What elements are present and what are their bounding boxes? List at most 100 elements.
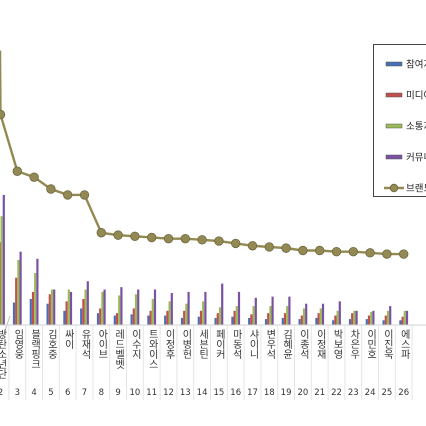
- category-number: 17: [247, 388, 258, 398]
- bar-참여지수-21: [315, 317, 318, 325]
- category-number: 9: [115, 388, 120, 398]
- category-label: 이종석: [297, 329, 309, 360]
- category-label: 샤이니: [247, 329, 259, 360]
- bar-미디어지수-24: [367, 315, 371, 325]
- bar-커뮤니티지수-13: [187, 291, 190, 325]
- legend-swatch: [385, 123, 403, 129]
- bar-커뮤니티지수-12: [170, 293, 173, 325]
- point-브랜드평판지수-2: [0, 109, 6, 120]
- category-number: 22: [331, 388, 342, 398]
- bar-커뮤니티지수-23: [355, 310, 358, 325]
- point-브랜드평판지수-6: [62, 190, 73, 200]
- category-label: 변우석: [264, 329, 276, 360]
- bar-커뮤니티지수-25: [389, 306, 392, 325]
- bar-커뮤니티지수-16: [237, 291, 241, 325]
- bar-커뮤니티지수-3: [19, 251, 22, 325]
- bar-소통지수-26: [403, 310, 406, 325]
- point-브랜드평판지수-4: [29, 172, 39, 182]
- bar-소통지수-11: [151, 298, 154, 325]
- bar-참여지수-7: [80, 308, 83, 325]
- bar-소통지수-23: [353, 310, 356, 325]
- bar-소통지수-9: [118, 295, 121, 325]
- category-label: 트와이스: [146, 329, 158, 369]
- category-number: 20: [297, 388, 308, 398]
- category-number: 14: [197, 388, 208, 398]
- legend-swatch: [385, 92, 403, 98]
- bar-소통지수-18: [269, 306, 272, 325]
- category-number: 7: [82, 388, 87, 398]
- category-number: 15: [213, 388, 224, 398]
- bar-소통지수-7: [84, 289, 87, 325]
- bar-소통지수-3: [17, 259, 20, 325]
- bar-참여지수-3: [12, 302, 16, 325]
- category-label: 김혜윤: [281, 329, 293, 359]
- x-axis: [0, 324, 426, 400]
- category-number: 4: [31, 388, 36, 398]
- bar-참여지수-6: [63, 310, 66, 325]
- bar-커뮤니티지수-5: [53, 289, 56, 325]
- bar-커뮤니티지수-15: [221, 283, 224, 325]
- bar-소통지수-4: [34, 272, 37, 325]
- bar-참여지수-18: [264, 319, 268, 325]
- category-number: 18: [264, 388, 275, 398]
- point-브랜드평판지수-15: [214, 236, 224, 246]
- point-브랜드평판지수-8: [96, 228, 107, 238]
- category-number: 16: [230, 388, 241, 398]
- category-number: 5: [48, 388, 53, 398]
- category-number: 25: [381, 388, 392, 398]
- category-number: 2: [0, 388, 3, 398]
- category-label: 이수지: [129, 329, 141, 360]
- bar-미디어지수-14: [199, 310, 203, 325]
- point-브랜드평판지수-10: [130, 231, 140, 242]
- point-브랜드평판지수-11: [146, 232, 157, 243]
- category-number: 11: [146, 388, 157, 398]
- point-브랜드평판지수-22: [331, 246, 342, 257]
- bar-소통지수-5: [50, 289, 54, 325]
- bar-커뮤니티지수-21: [321, 303, 325, 325]
- category-label: 이정재: [314, 329, 326, 360]
- point-브랜드평판지수-19: [281, 243, 291, 253]
- bar-미디어지수-20: [300, 315, 303, 325]
- bar-소통지수-19: [286, 306, 289, 325]
- point-브랜드평판지수-17: [247, 241, 258, 251]
- partial-leader-line: [0, 315, 11, 346]
- bar-커뮤니티지수-18: [271, 296, 274, 325]
- legend: 참여지미디어소통지커뮤니브랜드: [373, 44, 426, 197]
- bar-소통지수-6: [67, 289, 70, 325]
- bar-미디어지수-25: [384, 315, 387, 325]
- point-브랜드평판지수-26: [399, 249, 409, 259]
- category-number: 6: [65, 388, 70, 398]
- bar-미디어지수-15: [216, 313, 219, 325]
- bar-참여지수-22: [332, 320, 335, 325]
- point-브랜드평판지수-13: [180, 233, 191, 244]
- bar-미디어지수-11: [149, 310, 152, 325]
- bar-참여지수-17: [248, 317, 251, 325]
- bar-미디어지수-6: [65, 301, 68, 325]
- bar-참여지수-26: [399, 320, 402, 325]
- legend-swatch: [385, 61, 403, 67]
- bar-참여지수-20: [298, 319, 301, 325]
- bar-커뮤니티지수-20: [305, 303, 308, 325]
- category-label: 레드벨벳: [113, 329, 125, 370]
- legend-box: [373, 44, 426, 197]
- point-브랜드평판지수-12: [163, 233, 174, 244]
- bar-참여지수-15: [214, 317, 217, 325]
- bar-소통지수-15: [218, 307, 222, 325]
- category-label: 페이커: [213, 329, 225, 360]
- bar-참여지수-14: [197, 316, 200, 325]
- bar-미디어지수-7: [82, 298, 85, 325]
- bar-미디어지수-17: [250, 314, 253, 325]
- category-label: 이진욱: [381, 329, 393, 360]
- bar-미디어지수-13: [183, 310, 186, 325]
- bar-참여지수-13: [180, 317, 184, 325]
- point-브랜드평판지수-25: [382, 249, 392, 259]
- category-number: 24: [365, 388, 376, 398]
- line-브랜드평판지수: [0, 50, 404, 256]
- bar-참여지수-19: [281, 317, 284, 325]
- bar-미디어지수-22: [334, 315, 337, 325]
- category-label: 마동석: [230, 329, 242, 360]
- category-label: 박보영: [331, 329, 343, 359]
- category-number: 8: [99, 388, 104, 398]
